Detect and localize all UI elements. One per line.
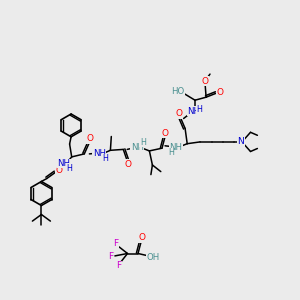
Text: H: H [168,148,174,157]
Text: NH: NH [93,149,106,158]
Text: H: H [102,154,108,163]
Text: NH: NH [131,143,144,152]
Text: H: H [196,105,202,114]
Text: NH: NH [57,159,70,168]
Text: F: F [108,252,113,261]
Text: N: N [238,137,244,146]
Text: O: O [138,233,145,242]
Text: O: O [216,88,223,97]
Text: F: F [113,239,119,248]
Text: OH: OH [146,253,160,262]
Text: O: O [124,160,131,169]
Text: O: O [55,166,62,175]
Text: HO: HO [172,87,185,96]
Text: O: O [162,129,169,138]
Text: O: O [176,109,183,118]
Text: F: F [116,261,122,270]
Text: O: O [86,134,94,143]
Text: NH: NH [187,107,200,116]
Text: H: H [140,138,146,147]
Text: NH: NH [169,143,183,152]
Text: H: H [66,164,72,172]
Text: O: O [201,77,208,86]
